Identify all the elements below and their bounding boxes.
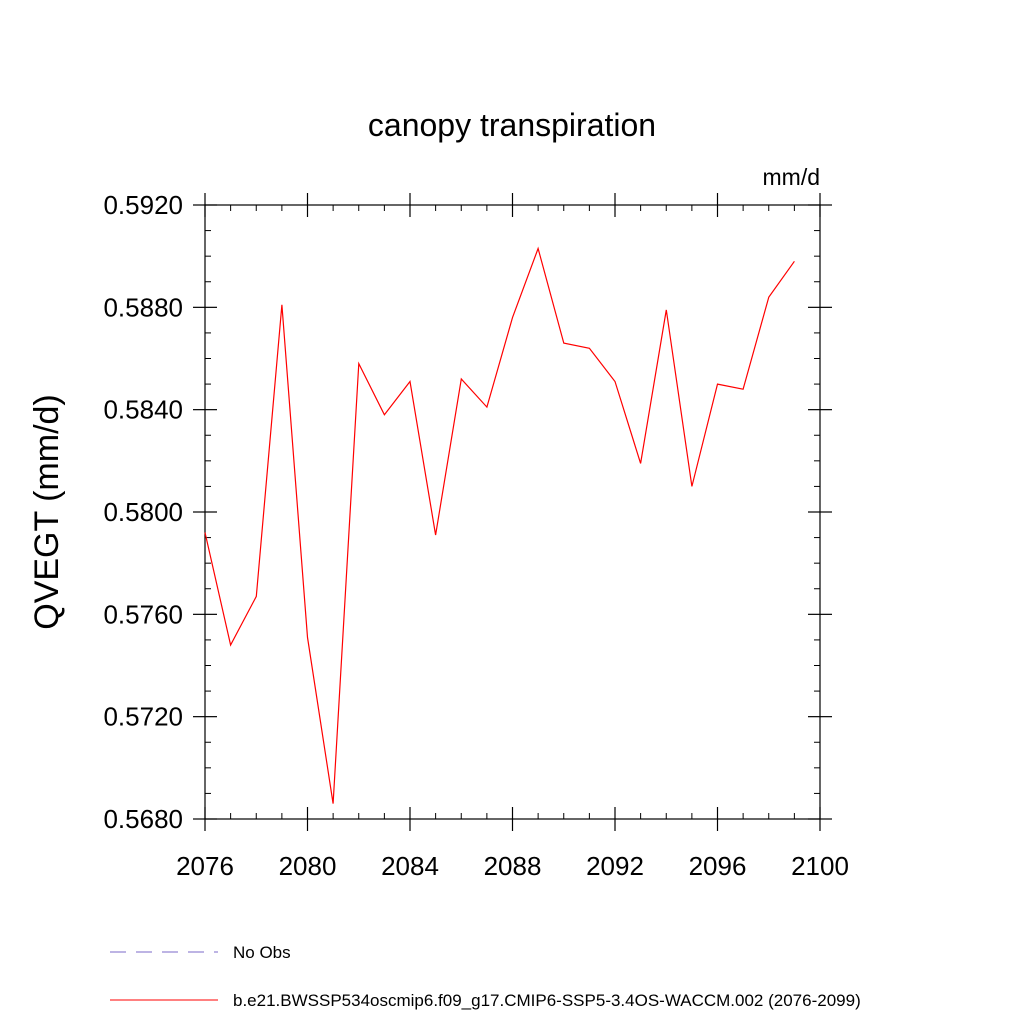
legend-entry-label: No Obs (233, 943, 291, 962)
x-tick-label: 2088 (484, 851, 542, 881)
y-tick-label: 0.5720 (103, 702, 183, 732)
y-tick-label: 0.5760 (103, 599, 183, 629)
series-layer (204, 246, 795, 804)
x-tick-label: 2076 (176, 851, 234, 881)
legend: No Obs b.e21.BWSSP534oscmip6.f09_g17.CMIP… (110, 943, 861, 1010)
axis-tick-labels: 2076 2080 2084 2088 2092 2096 2100 0.5680 0.5720… (103, 190, 848, 881)
legend-entry-label: b.e21.BWSSP534oscmip6.f09_g17.CMIP6-SSP5… (233, 991, 861, 1010)
series-line (204, 246, 795, 804)
units-label: mm/d (763, 164, 821, 190)
y-tick-label: 0.5680 (103, 804, 183, 834)
y-axis-label: QVEGT (mm/d) (28, 394, 66, 630)
chart-title: canopy transpiration (368, 107, 656, 143)
y-tick-label: 0.5800 (103, 497, 183, 527)
y-tick-label: 0.5880 (103, 292, 183, 322)
x-tick-label: 2092 (586, 851, 644, 881)
y-tick-label: 0.5840 (103, 395, 183, 425)
y-tick-label: 0.5920 (103, 190, 183, 220)
x-tick-label: 2100 (791, 851, 849, 881)
x-tick-label: 2096 (689, 851, 747, 881)
x-tick-label: 2080 (279, 851, 337, 881)
x-tick-label: 2084 (381, 851, 439, 881)
axis-ticks (193, 193, 832, 831)
